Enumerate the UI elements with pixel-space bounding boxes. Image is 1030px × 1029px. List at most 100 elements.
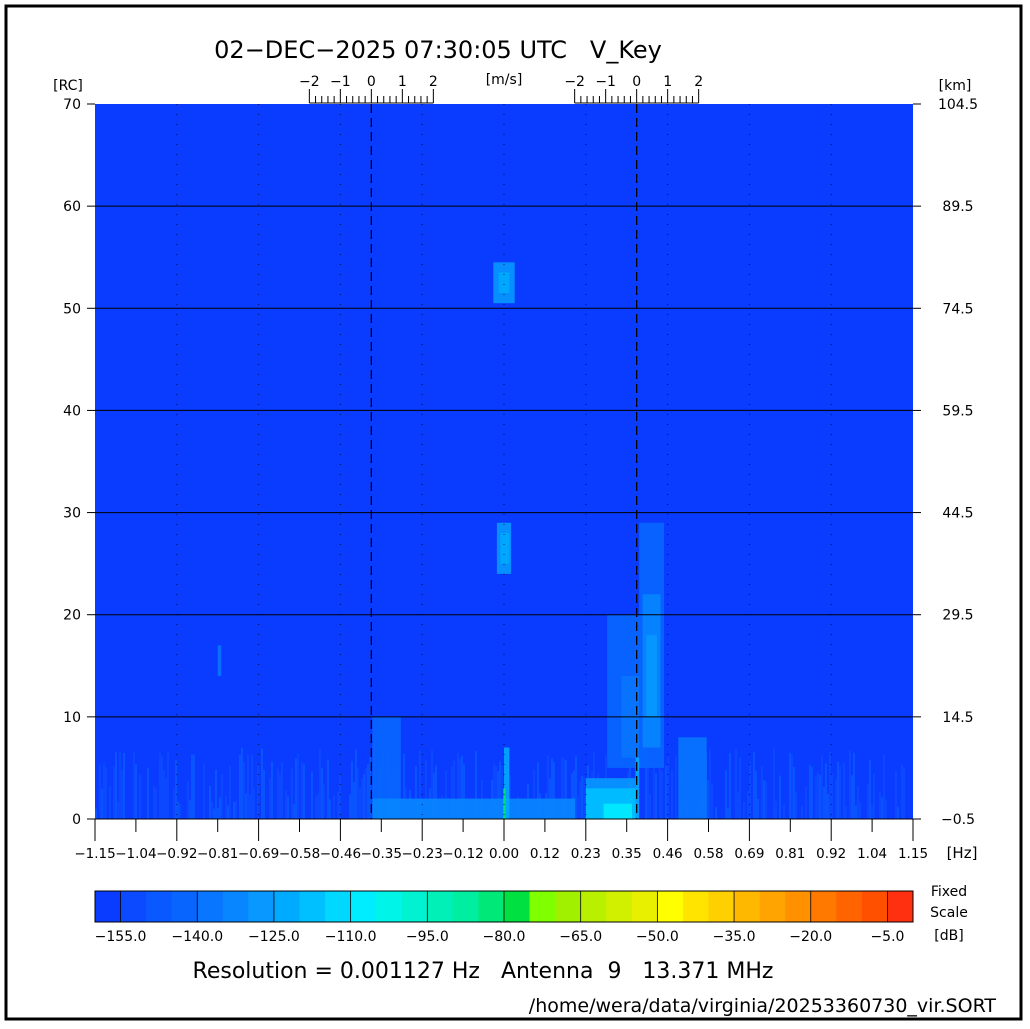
noise-column — [461, 755, 463, 819]
x-axis-label: [Hz] — [947, 844, 978, 862]
x-tick-label: 0.12 — [530, 846, 560, 862]
noise-column — [203, 763, 205, 819]
colorbar-tick-label: −50.0 — [636, 929, 679, 945]
velocity-tick-label: −2 — [564, 74, 585, 90]
noise-column — [209, 785, 211, 819]
noise-column — [113, 766, 115, 819]
x-tick-label: −0.23 — [402, 846, 443, 862]
noise-column — [271, 761, 273, 819]
noise-column — [825, 763, 827, 819]
colorbar-swatch — [810, 891, 837, 922]
noise-column — [337, 792, 339, 819]
noise-column — [463, 764, 465, 819]
colorbar-tick-label: −125.0 — [248, 929, 300, 945]
top-axis-label: [m/s] — [486, 72, 523, 88]
noise-column — [831, 773, 833, 819]
colorbar-swatch — [273, 891, 300, 922]
noise-column — [907, 793, 909, 819]
noise-column — [475, 751, 477, 819]
signal-cell — [217, 645, 222, 676]
noise-column — [713, 805, 715, 819]
noise-column — [445, 770, 447, 819]
colorbar-swatch — [120, 891, 147, 922]
noise-column — [731, 750, 733, 819]
noise-column — [365, 768, 367, 819]
noise-column — [283, 762, 285, 819]
noise-column — [641, 747, 643, 819]
noise-column — [821, 756, 823, 819]
noise-column — [529, 759, 531, 819]
y-tick-label-km: 59.5 — [942, 403, 973, 419]
noise-column — [817, 772, 819, 819]
noise-column — [805, 786, 807, 819]
noise-column — [465, 756, 467, 819]
noise-column — [563, 758, 565, 819]
noise-column — [643, 802, 645, 819]
noise-column — [911, 796, 913, 819]
noise-column — [353, 782, 355, 819]
noise-column — [881, 797, 883, 819]
noise-column — [261, 748, 263, 819]
noise-column — [371, 781, 373, 819]
noise-column — [885, 799, 887, 819]
noise-column — [433, 772, 435, 819]
noise-column — [649, 794, 651, 819]
y-tick-label-km: 29.5 — [942, 608, 973, 624]
noise-column — [131, 782, 133, 819]
noise-column — [827, 794, 829, 819]
velocity-tick-label: 2 — [429, 74, 438, 90]
noise-column — [447, 758, 449, 819]
noise-column — [163, 769, 165, 819]
noise-column — [197, 808, 199, 819]
noise-column — [561, 756, 563, 819]
noise-column — [253, 787, 255, 819]
noise-column — [263, 770, 265, 819]
noise-column — [403, 753, 405, 819]
noise-column — [813, 797, 815, 819]
colorbar-tick-label: −20.0 — [789, 929, 832, 945]
noise-column — [267, 769, 269, 819]
noise-column — [525, 761, 527, 819]
colorbar-swatch — [146, 891, 173, 922]
noise-column — [141, 782, 143, 819]
noise-column — [769, 798, 771, 819]
noise-column — [125, 785, 127, 819]
grid-lines — [95, 104, 913, 819]
colorbar-swatch — [759, 891, 786, 922]
noise-column — [351, 761, 353, 819]
noise-column — [315, 796, 317, 819]
noise-column — [553, 762, 555, 819]
noise-column — [787, 757, 789, 819]
noise-column — [767, 768, 769, 819]
noise-column — [759, 799, 761, 819]
noise-column — [893, 808, 895, 819]
noise-column — [883, 754, 885, 819]
noise-column — [107, 758, 109, 819]
noise-column — [167, 751, 169, 819]
noise-column — [117, 801, 119, 819]
noise-column — [435, 765, 437, 819]
noise-column — [837, 761, 839, 819]
noise-column — [459, 758, 461, 819]
colorbar: −155.0 −140.0 −125.0 −110.0 −95.0 −80.0 −65.0 −… — [94, 890, 914, 945]
colorbar-swatch — [376, 891, 403, 922]
velocity-tick-label: 1 — [663, 74, 672, 90]
noise-column — [231, 778, 233, 819]
colorbar-tick-label: −95.0 — [406, 929, 449, 945]
noise-column — [431, 750, 433, 819]
noise-column — [657, 789, 659, 819]
colorbar-swatch — [478, 891, 505, 922]
noise-column — [423, 770, 425, 819]
noise-column — [291, 768, 293, 819]
noise-column — [647, 764, 649, 819]
x-tick-label: −0.12 — [442, 846, 483, 862]
noise-column — [317, 793, 319, 819]
noise-column — [333, 795, 335, 819]
noise-column — [747, 791, 749, 819]
noise-column — [753, 751, 755, 819]
noise-column — [841, 808, 843, 819]
noise-column — [205, 766, 207, 819]
y-tick-label-rc: 50 — [63, 301, 81, 317]
noise-column — [797, 780, 799, 819]
noise-column — [757, 798, 759, 819]
